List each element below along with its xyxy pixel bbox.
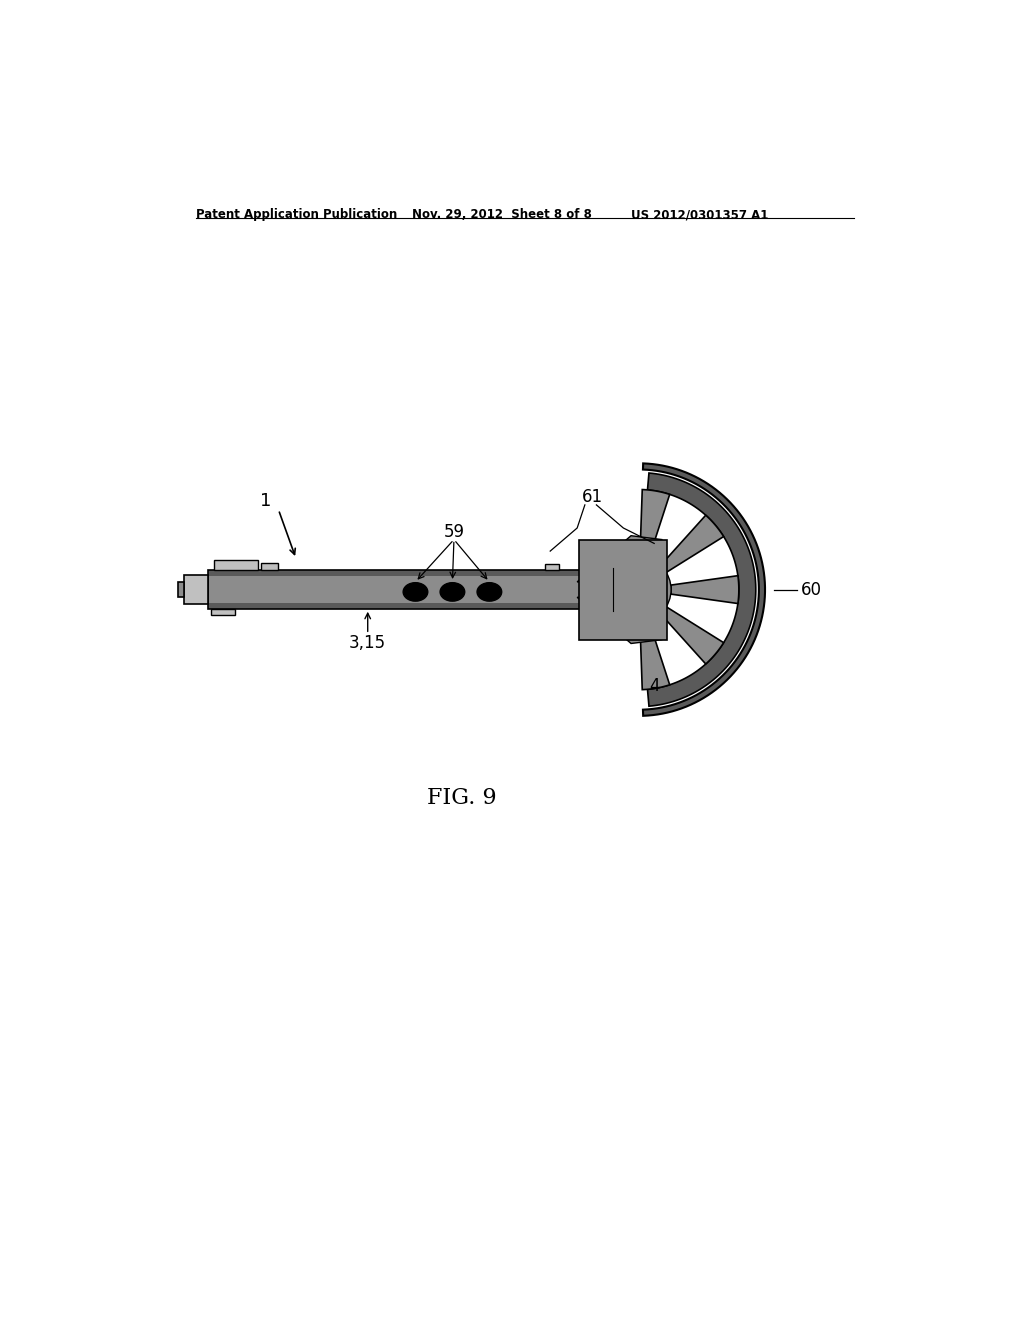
Polygon shape <box>596 609 635 635</box>
Bar <box>214 561 258 570</box>
Polygon shape <box>660 515 724 573</box>
Bar <box>581 566 644 612</box>
Ellipse shape <box>403 582 428 601</box>
Bar <box>208 570 585 609</box>
Polygon shape <box>647 473 756 706</box>
Bar <box>184 576 208 605</box>
Polygon shape <box>640 490 670 558</box>
Polygon shape <box>643 463 765 715</box>
Wedge shape <box>639 557 671 622</box>
Text: Patent Application Publication: Patent Application Publication <box>196 209 397 222</box>
Bar <box>208 603 585 609</box>
Polygon shape <box>671 576 739 603</box>
Text: 4: 4 <box>649 677 659 694</box>
Polygon shape <box>579 540 668 640</box>
Bar <box>261 564 279 570</box>
Polygon shape <box>660 607 724 664</box>
Text: 1: 1 <box>260 492 271 510</box>
Bar <box>545 564 559 570</box>
Ellipse shape <box>477 582 502 601</box>
Polygon shape <box>640 620 670 689</box>
Polygon shape <box>578 598 662 644</box>
Text: 60: 60 <box>801 581 821 598</box>
Text: 3,15: 3,15 <box>349 635 386 652</box>
Text: 59: 59 <box>443 523 465 541</box>
Ellipse shape <box>440 582 465 601</box>
Bar <box>208 570 585 576</box>
Bar <box>592 572 634 609</box>
Bar <box>211 609 234 615</box>
Text: US 2012/0301357 A1: US 2012/0301357 A1 <box>631 209 768 222</box>
Text: Nov. 29, 2012  Sheet 8 of 8: Nov. 29, 2012 Sheet 8 of 8 <box>412 209 592 222</box>
Bar <box>178 582 184 598</box>
Text: FIG. 9: FIG. 9 <box>427 787 497 808</box>
Text: 61: 61 <box>582 488 603 506</box>
Polygon shape <box>578 536 662 582</box>
Bar <box>587 566 638 612</box>
Bar <box>208 570 585 609</box>
Polygon shape <box>596 545 635 570</box>
